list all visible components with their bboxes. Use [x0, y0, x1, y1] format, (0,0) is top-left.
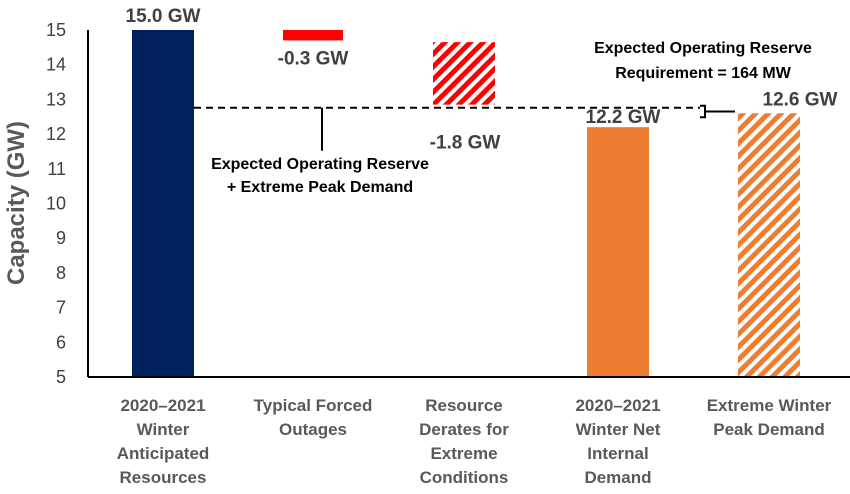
y-tick-label: 10: [46, 194, 66, 214]
y-tick-label: 11: [47, 159, 66, 179]
y-tick-label: 8: [56, 263, 66, 283]
bar-value-label: -1.8 GW: [430, 133, 501, 154]
y-tick-label: 6: [56, 332, 66, 352]
y-tick-label: 15: [46, 20, 66, 40]
bar: [132, 30, 194, 377]
x-category-label: Resource Derates for Extreme Conditions: [419, 396, 509, 487]
bar-value-label: -0.3 GW: [278, 48, 349, 69]
y-tick-label: 12: [46, 124, 66, 144]
x-category-label: 2020–2021 Winter Net Internal Demand: [575, 396, 660, 487]
reserve-requirement-annotation: Expected Operating Reserve Requirement = …: [594, 40, 812, 82]
bar-value-label: 12.6 GW: [763, 89, 838, 110]
reserve-bracket: [700, 104, 706, 119]
y-tick-label: 9: [56, 228, 66, 248]
y-axis-label: Capacity (GW): [3, 121, 30, 285]
x-category-label: Extreme Winter Peak Demand: [707, 396, 832, 439]
x-category-label: 2020–2021 Winter Anticipated Resources: [117, 396, 210, 487]
bar-value-label: 15.0 GW: [126, 6, 201, 27]
bar: [433, 42, 495, 105]
y-tick-label: 14: [46, 55, 66, 75]
y-tick-label: 5: [56, 367, 66, 387]
bar: [587, 127, 649, 377]
y-tick-label: 13: [46, 89, 66, 109]
bar-value-label: 12.2 GW: [586, 107, 661, 128]
x-category-label: Typical Forced Outages: [254, 396, 373, 439]
y-tick-label: 7: [56, 298, 66, 318]
bar: [283, 30, 343, 41]
reserve-demand-annotation: Expected Operating Reserve + Extreme Peak…: [211, 156, 429, 196]
bar: [738, 113, 800, 377]
